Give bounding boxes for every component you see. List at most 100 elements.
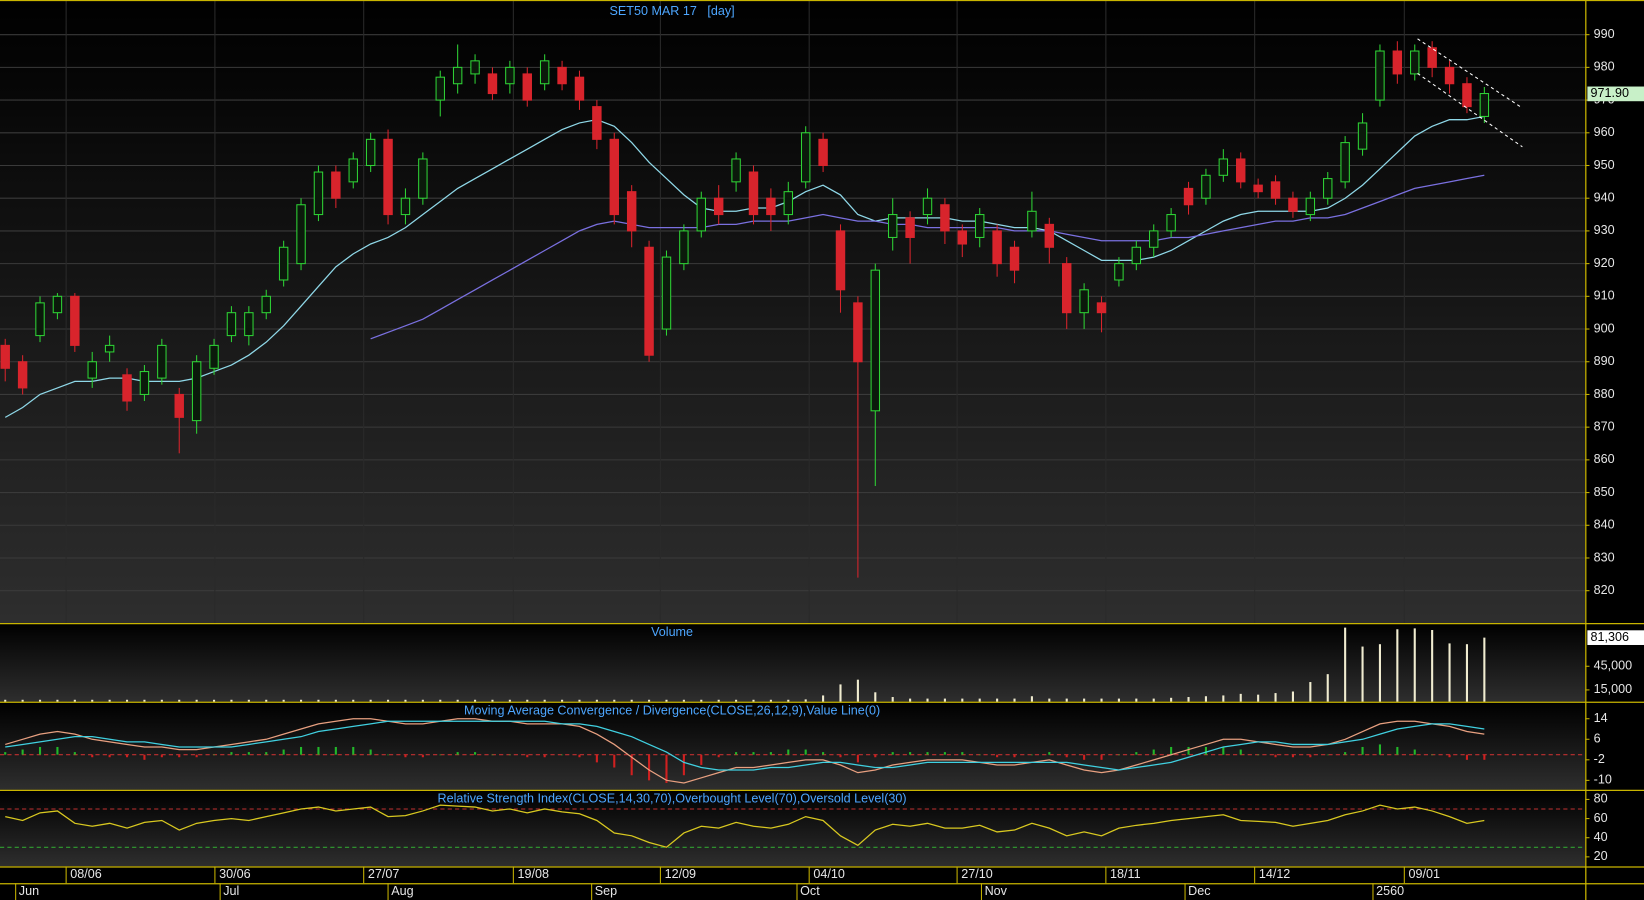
macd-panel bbox=[0, 702, 1586, 790]
candle-body bbox=[0, 344, 10, 369]
candle-body bbox=[974, 214, 985, 238]
histogram-bar bbox=[874, 754, 877, 758]
candle-body bbox=[1305, 197, 1316, 216]
y-tick-label: 820 bbox=[1594, 583, 1615, 597]
y-tick-label: 880 bbox=[1594, 387, 1615, 401]
moving-average bbox=[4, 115, 1485, 418]
candle-body bbox=[940, 204, 950, 232]
month-label: Dec bbox=[1188, 884, 1210, 898]
candle-body bbox=[539, 60, 550, 85]
histogram-bar bbox=[1083, 754, 1086, 760]
candle-body bbox=[748, 171, 759, 216]
candle-body bbox=[1288, 197, 1298, 212]
candle-body bbox=[905, 217, 915, 238]
axis-area bbox=[1585, 0, 1644, 900]
candle-body bbox=[296, 204, 306, 265]
histogram-bar bbox=[1413, 749, 1416, 755]
histogram-bar bbox=[125, 754, 129, 758]
panel-title: Moving Average Convergence / Divergence(… bbox=[464, 704, 880, 718]
histogram-bar bbox=[160, 754, 163, 758]
histogram-bar bbox=[317, 746, 320, 755]
x-tick-label: 19/08 bbox=[518, 867, 549, 881]
candle-body bbox=[557, 66, 567, 85]
candle-body bbox=[452, 66, 463, 85]
y-tick-label: 15,000 bbox=[1594, 682, 1632, 696]
histogram-bar bbox=[456, 752, 459, 755]
histogram-bar bbox=[91, 754, 94, 758]
histogram-bar bbox=[630, 754, 633, 776]
histogram-bar bbox=[178, 754, 181, 758]
candle-body bbox=[957, 230, 968, 245]
histogram-bar bbox=[299, 746, 303, 755]
candle-body bbox=[818, 138, 828, 167]
candle-body bbox=[157, 344, 167, 379]
candle-body bbox=[87, 361, 97, 379]
candle-body bbox=[487, 73, 498, 95]
histogram-bar bbox=[56, 746, 59, 755]
candle-body bbox=[713, 197, 724, 216]
histogram-bar bbox=[1222, 746, 1225, 755]
candle-body bbox=[70, 295, 80, 346]
month-label: 2560 bbox=[1376, 884, 1404, 898]
candle-body bbox=[1253, 184, 1263, 193]
x-tick-label: 27/07 bbox=[368, 867, 399, 881]
candle-body bbox=[1479, 93, 1490, 117]
candle-body bbox=[1044, 223, 1055, 248]
candle-body bbox=[226, 312, 237, 337]
candle-body bbox=[783, 191, 794, 216]
histogram-bar bbox=[474, 752, 477, 755]
candle-body bbox=[52, 295, 63, 314]
y-tick-label: 860 bbox=[1594, 452, 1615, 466]
histogram-bar bbox=[613, 754, 616, 768]
histogram-bar bbox=[1239, 749, 1242, 755]
histogram-bar bbox=[369, 749, 372, 755]
y-tick-label: 900 bbox=[1594, 321, 1615, 335]
macd-line bbox=[5, 718, 1485, 784]
month-label: Oct bbox=[800, 884, 820, 898]
y-tick-label: 40 bbox=[1594, 830, 1608, 844]
histogram-bar bbox=[230, 752, 233, 755]
y-tick-label: -10 bbox=[1594, 773, 1612, 787]
histogram-bar bbox=[996, 754, 999, 758]
candle-body bbox=[626, 191, 637, 232]
x-tick-label: 27/10 bbox=[961, 867, 992, 881]
candle-body bbox=[1096, 302, 1107, 314]
y-tick-label: 80 bbox=[1594, 792, 1608, 806]
y-tick-label: 840 bbox=[1594, 518, 1615, 532]
month-label: Aug bbox=[391, 884, 413, 898]
histogram-bar bbox=[595, 754, 598, 763]
histogram-bar bbox=[1396, 746, 1399, 755]
candle-body bbox=[522, 73, 532, 101]
histogram-bar bbox=[648, 754, 651, 781]
candle-body bbox=[731, 158, 741, 183]
histogram-bar bbox=[978, 754, 981, 756]
moving-average bbox=[370, 174, 1485, 340]
candle-body bbox=[1061, 263, 1072, 314]
candle-body bbox=[922, 197, 933, 216]
candle-body bbox=[1375, 50, 1385, 101]
candle-body bbox=[174, 393, 184, 418]
rsi-panel bbox=[0, 790, 1586, 867]
histogram-bar bbox=[717, 754, 720, 758]
candle-body bbox=[835, 230, 846, 291]
candle-body bbox=[574, 76, 585, 101]
y-tick-label: 910 bbox=[1594, 289, 1615, 303]
candle-body bbox=[400, 197, 411, 216]
histogram-bar bbox=[735, 752, 738, 755]
candle-body bbox=[505, 66, 515, 85]
histogram-bar bbox=[439, 754, 442, 756]
y-tick-label: 930 bbox=[1594, 223, 1615, 237]
candle-body bbox=[1357, 122, 1368, 150]
histogram-bar bbox=[1117, 754, 1120, 756]
histogram-bar bbox=[1170, 746, 1173, 755]
candle-body bbox=[679, 230, 689, 265]
histogram-bar bbox=[822, 752, 825, 755]
histogram-bar bbox=[491, 754, 494, 756]
x-tick-label: 09/01 bbox=[1409, 867, 1440, 881]
candle-body bbox=[1392, 50, 1403, 75]
histogram-bar bbox=[265, 752, 268, 755]
candle-body bbox=[278, 246, 289, 281]
